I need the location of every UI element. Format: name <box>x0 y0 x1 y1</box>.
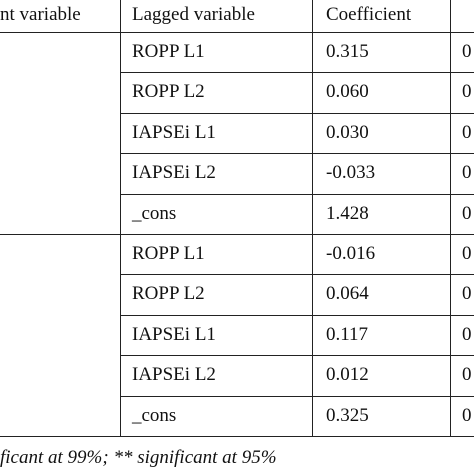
cell: 0 <box>462 404 472 426</box>
footnote: ficant at 99%; ** significant at 95% <box>0 447 277 468</box>
row-rule <box>120 153 474 155</box>
cell: 0.325 <box>326 404 369 426</box>
cell: 0 <box>462 202 472 224</box>
cell: ROPP L1 <box>132 243 205 264</box>
row-rule <box>120 72 474 74</box>
cell: _cons <box>132 202 177 224</box>
cell: 0 <box>462 364 472 386</box>
row-rule <box>120 355 474 357</box>
cell: 0.315 <box>326 41 369 62</box>
cell: 0 <box>462 243 472 264</box>
cell: IAPSEi L2 <box>132 364 216 386</box>
cell: 0.064 <box>326 283 369 305</box>
row-rule <box>120 112 474 114</box>
cell: 0.012 <box>326 364 369 386</box>
row-rule <box>120 274 474 276</box>
cell: 0 <box>462 81 472 103</box>
cell: 0.060 <box>326 81 369 103</box>
column-rule <box>312 0 313 437</box>
cell: 0.030 <box>326 121 369 143</box>
cell: -0.016 <box>326 243 376 264</box>
cell: IAPSEi L2 <box>132 162 216 184</box>
cell: 0.117 <box>326 323 369 345</box>
header-rule <box>0 32 474 33</box>
cell: 0 <box>462 41 472 62</box>
cell: _cons <box>132 404 177 426</box>
cell: ROPP L2 <box>132 283 205 305</box>
cell: 0 <box>462 121 472 143</box>
column-rule <box>450 0 451 437</box>
cell: 0 <box>462 283 472 305</box>
cell: 0 <box>462 323 472 345</box>
row-rule <box>120 314 474 316</box>
row-rule <box>0 234 474 235</box>
column-rule <box>120 0 121 437</box>
cell: ROPP L1 <box>132 41 205 62</box>
cell: -0.033 <box>326 162 376 184</box>
cell: IAPSEi L1 <box>132 121 216 143</box>
cell: 1.428 <box>326 202 369 224</box>
header-cell: Coefficient <box>326 4 412 25</box>
row-rule <box>0 436 474 437</box>
row-rule <box>120 193 474 195</box>
header-cell: nt variable <box>0 4 81 25</box>
cell: IAPSEi L1 <box>132 323 216 345</box>
row-rule <box>120 395 474 397</box>
header-cell: Lagged variable <box>132 4 255 25</box>
cell: 0 <box>462 162 472 184</box>
cell: ROPP L2 <box>132 81 205 103</box>
